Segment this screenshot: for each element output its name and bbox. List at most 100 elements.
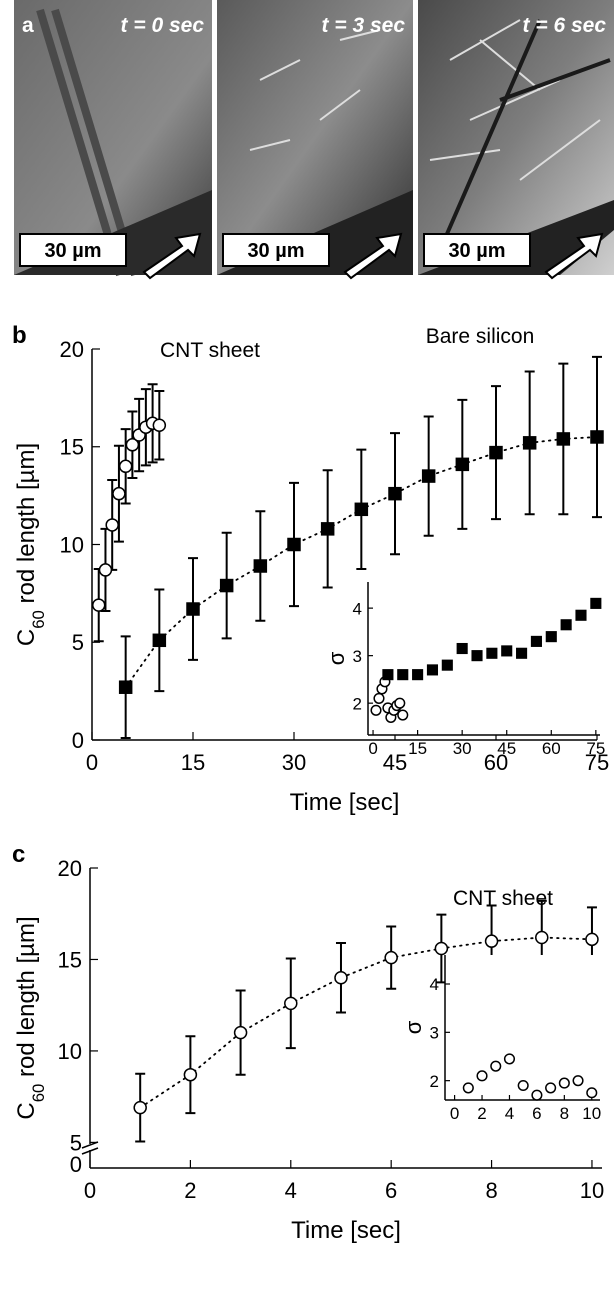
time-label: t = 6 sec — [523, 14, 607, 37]
y-tick-label: 15 — [60, 435, 84, 460]
x-axis-label: Time [sec] — [290, 789, 400, 816]
marker — [125, 438, 140, 452]
y-tick-label: 20 — [60, 337, 84, 362]
inset-background — [445, 955, 600, 1100]
y-tick-label: 10 — [58, 1039, 82, 1064]
axis-break — [81, 1141, 99, 1155]
marker — [585, 932, 599, 947]
marker — [320, 522, 335, 536]
marker — [426, 664, 439, 676]
marker — [98, 563, 113, 577]
marker — [118, 459, 133, 474]
x-tick-label: 2 — [184, 1178, 196, 1203]
marker — [590, 430, 604, 444]
y-tick-label: 20 — [58, 856, 82, 881]
panel-label: c — [12, 841, 25, 868]
x-tick-label: 75 — [586, 739, 605, 758]
marker — [421, 469, 436, 483]
x-tick-label: 2 — [477, 1104, 486, 1123]
marker — [397, 669, 409, 681]
texture — [438, 19, 611, 251]
x-tick-label: 6 — [385, 1178, 397, 1203]
x-tick-label: 0 — [86, 750, 98, 775]
marker — [133, 1100, 147, 1115]
y-tick-label: 0 — [72, 728, 84, 753]
x-tick-label: 60 — [542, 739, 561, 758]
x-tick-label: 15 — [408, 739, 427, 758]
marker — [118, 680, 133, 694]
x-tick-label: 0 — [84, 1178, 96, 1203]
marker — [476, 1070, 488, 1082]
marker — [253, 559, 268, 573]
marker — [441, 659, 453, 671]
x-tick-label: 0 — [368, 739, 377, 758]
axis-break-gap — [82, 1144, 98, 1150]
marker — [516, 647, 528, 659]
marker — [484, 934, 499, 948]
scale-bar-label: 30 µm — [44, 240, 101, 262]
trend-line — [139, 936, 593, 1109]
x-tick-label: 10 — [580, 1178, 604, 1203]
y-tick-label: 3 — [353, 647, 362, 666]
y-axis-label: σ — [401, 1020, 426, 1034]
marker — [530, 635, 542, 647]
marker — [233, 1025, 248, 1040]
marker — [370, 704, 382, 716]
y-axis-label: C60 rod length [µm] — [13, 443, 48, 646]
x-tick-label: 10 — [582, 1104, 601, 1123]
marker — [382, 669, 394, 681]
chart: 0 15 30 45 60 75 2 3 4 σ — [324, 582, 605, 758]
marker — [531, 1089, 543, 1101]
scale-bar-label: 30 µm — [448, 240, 505, 262]
texture — [249, 19, 601, 181]
x-tick-label: 6 — [532, 1104, 541, 1123]
y-tick-label: 4 — [430, 975, 439, 994]
y-tick-label: 0 — [70, 1152, 82, 1177]
marker — [183, 1067, 198, 1082]
scale-bar-box — [19, 233, 127, 267]
marker — [545, 631, 557, 643]
marker — [501, 645, 513, 657]
scale-bar-box — [222, 233, 330, 267]
x-tick-label: 4 — [505, 1104, 514, 1123]
marker — [284, 996, 298, 1011]
marker — [471, 650, 483, 662]
marker — [219, 578, 234, 593]
marker — [490, 1060, 502, 1072]
marker — [455, 457, 470, 472]
marker — [456, 642, 468, 655]
x-tick-label: 45 — [383, 750, 407, 775]
marker — [112, 486, 126, 501]
marker — [434, 941, 449, 956]
marker — [334, 971, 348, 985]
y-tick-label: 10 — [60, 532, 84, 557]
marker — [545, 1082, 557, 1094]
x-tick-label: 30 — [453, 739, 472, 758]
x-tick-label: 8 — [560, 1104, 569, 1123]
x-tick-label: 75 — [585, 750, 609, 775]
marker — [560, 619, 572, 631]
marker — [394, 697, 406, 709]
x-tick-label: 15 — [181, 750, 205, 775]
y-tick-label: 5 — [70, 1130, 82, 1155]
panel-label: a — [22, 14, 34, 37]
marker — [556, 432, 571, 446]
series-label: Bare silicon — [426, 325, 535, 348]
marker — [503, 1053, 516, 1065]
marker — [105, 518, 119, 532]
marker — [412, 669, 424, 681]
marker — [575, 609, 587, 621]
y-tick-label: 4 — [353, 599, 362, 618]
marker — [186, 602, 200, 616]
marker — [397, 709, 409, 721]
series-label: CNT sheet — [453, 887, 553, 910]
marker — [486, 647, 498, 659]
x-tick-label: 4 — [285, 1178, 297, 1203]
x-tick-label: 0 — [450, 1104, 459, 1123]
marker — [517, 1079, 529, 1092]
marker — [535, 930, 549, 945]
arrow — [343, 232, 403, 280]
